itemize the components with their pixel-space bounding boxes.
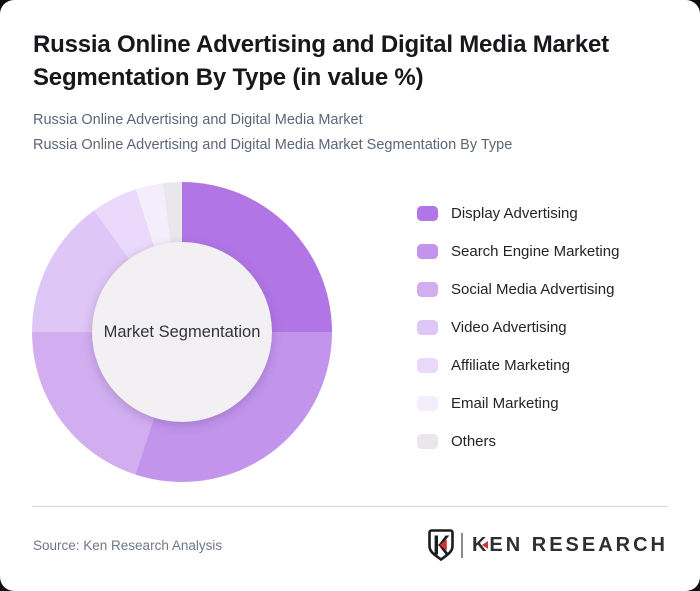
legend-label: Search Engine Marketing	[451, 243, 620, 260]
legend-item: Display Advertising	[417, 205, 619, 222]
chart-subtitle-line2: Russia Online Advertising and Digital Me…	[33, 137, 513, 153]
legend-label: Social Media Advertising	[451, 281, 615, 298]
legend-item: Search Engine Marketing	[417, 243, 620, 260]
logo-brand-k: K	[471, 533, 490, 556]
legend-item: Video Advertising	[417, 319, 619, 336]
donut-chart: Market Segmentation	[32, 182, 332, 482]
legend-item: Others	[417, 433, 619, 450]
legend-label: Email Marketing	[451, 395, 559, 412]
chart-title: Russia Online Advertising and Digital Me…	[33, 31, 609, 91]
legend-swatch	[417, 206, 438, 221]
legend-item: Affiliate Marketing	[417, 357, 619, 374]
legend-label: Display Advertising	[451, 205, 578, 222]
chart-subtitle-line1: Russia Online Advertising and Digital Me…	[33, 112, 363, 128]
legend-label: Video Advertising	[451, 319, 567, 336]
donut-center-label: Market Segmentation	[103, 322, 261, 341]
legend-swatch	[417, 396, 438, 411]
ken-research-logo: KEN RESEARCH	[428, 528, 668, 562]
legend-swatch	[417, 358, 438, 373]
legend-swatch	[417, 434, 438, 449]
legend-item: Social Media Advertising	[417, 281, 619, 298]
logo-divider	[460, 532, 463, 558]
legend-swatch	[417, 244, 438, 259]
legend-item: Email Marketing	[417, 395, 619, 412]
chart-legend: Display Advertising Search Engine Marketi…	[417, 205, 620, 472]
chart-subtitles: Russia Online Advertising and Digital Me…	[33, 108, 512, 158]
source-text: Source: Ken Research Analysis	[33, 538, 223, 553]
donut-center: Market Segmentation	[92, 242, 272, 422]
logo-brand-rest: EN RESEARCH	[489, 533, 668, 556]
logo-brand-text: KEN RESEARCH	[472, 534, 668, 557]
legend-swatch	[417, 320, 438, 335]
legend-label: Others	[451, 433, 497, 450]
footer-divider	[32, 506, 668, 507]
legend-label: Affiliate Marketing	[451, 357, 570, 374]
legend-swatch	[417, 282, 438, 297]
ken-research-shield-k-icon	[428, 529, 454, 561]
